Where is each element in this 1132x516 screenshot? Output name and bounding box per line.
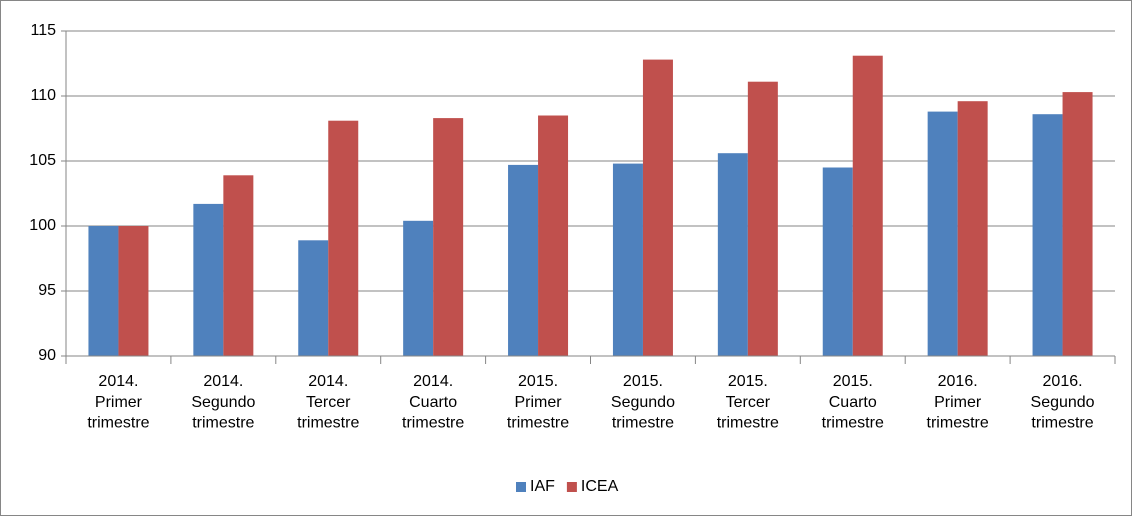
legend-label: IAF (530, 478, 555, 495)
bar (747, 81, 778, 356)
x-tick-label: 2015. Cuarto trimestre (822, 373, 884, 432)
bar (433, 118, 464, 356)
bar (852, 55, 883, 356)
bar (642, 59, 673, 356)
bar (612, 163, 643, 356)
x-tick-label: 2014. Tercer trimestre (297, 373, 359, 432)
bar (328, 120, 359, 356)
legend-swatch (516, 482, 526, 492)
bar (1032, 114, 1063, 356)
x-tick-label: 2015. Tercer trimestre (717, 373, 779, 432)
y-tick-label: 110 (30, 87, 56, 104)
legend-swatch (566, 482, 577, 492)
bar (1062, 92, 1093, 356)
y-tick-label: 100 (29, 217, 56, 234)
legend-label: ICEA (581, 478, 619, 495)
bar (508, 164, 539, 356)
bar (193, 203, 224, 356)
x-tick-label: 2015. Primer trimestre (507, 373, 569, 432)
x-tick-label: 2014. Segundo trimestre (191, 373, 255, 432)
bar (822, 167, 853, 356)
y-tick-label: 115 (30, 22, 56, 39)
bar (927, 111, 958, 356)
bar (403, 220, 434, 356)
bar (298, 240, 329, 356)
y-tick-label: 90 (38, 347, 56, 364)
bar (957, 101, 988, 356)
x-tick-label: 2014. Cuarto trimestre (402, 373, 464, 432)
bar (88, 226, 119, 356)
x-tick-label: 2016. Primer trimestre (927, 373, 989, 432)
x-tick-label: 2015. Segundo trimestre (611, 373, 675, 432)
y-tick-label: 105 (29, 152, 56, 169)
bar (538, 115, 569, 356)
x-tick-label: 2014. Primer trimestre (87, 373, 149, 432)
x-tick-label: 2016. Segundo trimestre (1031, 373, 1095, 432)
bar (118, 226, 149, 356)
bar (717, 153, 748, 356)
bar (223, 175, 254, 356)
y-tick-label: 95 (38, 282, 56, 299)
